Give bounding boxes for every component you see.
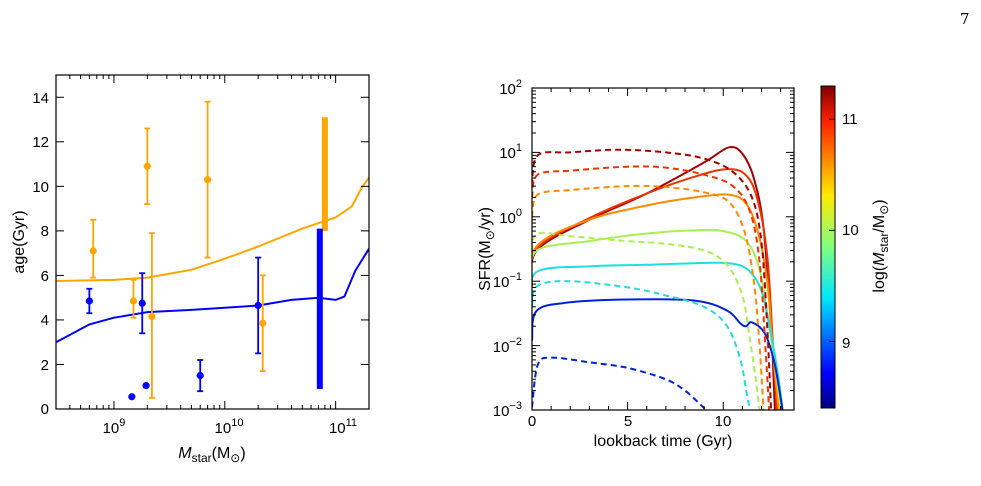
sfr-history-series bbox=[532, 145, 784, 410]
sfr-curve-solid bbox=[532, 228, 782, 410]
data-point-orange bbox=[143, 162, 151, 170]
data-point-orange bbox=[148, 312, 156, 321]
mass-age-series bbox=[56, 100, 369, 401]
colorbar: 9 10 11 log(Mstar/M⊙) bbox=[820, 85, 891, 409]
data-point-orange bbox=[89, 247, 97, 255]
right-x-tick-label: 5 bbox=[624, 413, 632, 430]
left-y-tick-label: 2 bbox=[41, 357, 49, 374]
data-point-blue bbox=[138, 299, 146, 307]
sfr-curve-solid bbox=[532, 145, 776, 410]
left-y-tick-label: 0 bbox=[41, 401, 49, 418]
right-x-tick-label: 10 bbox=[715, 413, 732, 430]
colorbar-title: log(Mstar/M⊙) bbox=[871, 199, 891, 292]
right-axes-frame bbox=[531, 87, 795, 411]
colorbar-tick-label: 9 bbox=[842, 335, 850, 352]
right-y-tick-label: 101 bbox=[499, 142, 522, 162]
page-number: 7 bbox=[960, 10, 970, 28]
sfr-curve-dashed bbox=[532, 231, 761, 410]
left-x-tick-label: 1011 bbox=[329, 417, 357, 437]
right-y-tick-label: 102 bbox=[499, 78, 522, 98]
sfr-curve-dashed bbox=[532, 356, 707, 410]
data-point-blue bbox=[196, 372, 204, 380]
sfr-curve-dashed bbox=[532, 184, 765, 410]
left-y-tick-label: 8 bbox=[41, 223, 49, 240]
left-y-axis-title: age(Gyr) bbox=[11, 210, 28, 273]
left-x-tick-label: 1010 bbox=[215, 417, 244, 437]
right-y-axis-title: SFR(M⊙/yr) bbox=[477, 207, 497, 291]
model-line-orange bbox=[56, 176, 369, 282]
data-point-blue bbox=[128, 393, 136, 401]
left-axes-ticks bbox=[55, 75, 370, 410]
right-x-axis-title: lookback time (Gyr) bbox=[594, 433, 733, 450]
colorbar-ticks bbox=[829, 118, 835, 342]
data-point-blue bbox=[142, 382, 150, 390]
data-point-orange bbox=[259, 319, 267, 327]
left-axes-frame bbox=[55, 74, 370, 410]
sfr-curve-solid bbox=[532, 261, 784, 410]
right-x-tick-labels: 0 5 10 bbox=[528, 413, 732, 430]
range-bar-blue bbox=[316, 228, 323, 389]
data-point-orange bbox=[204, 176, 212, 184]
data-point-blue bbox=[254, 301, 262, 310]
left-x-tick-label: 109 bbox=[103, 417, 126, 437]
left-y-tick-label: 10 bbox=[32, 179, 49, 196]
right-y-tick-labels: 10−3 10−2 10−1 100 101 102 bbox=[493, 78, 522, 420]
range-bar-orange bbox=[321, 117, 328, 231]
left-y-tick-label: 12 bbox=[32, 134, 49, 151]
right-y-tick-label: 10−3 bbox=[493, 400, 522, 420]
colorbar-tick-label: 11 bbox=[842, 111, 858, 128]
sfr-curve-solid bbox=[532, 298, 784, 410]
sfr-history-panel: 10−3 10−2 10−1 100 101 102 0 5 10 SFR(M⊙… bbox=[477, 78, 795, 450]
sfr-curve-dashed bbox=[532, 148, 773, 410]
right-y-tick-label: 10−2 bbox=[493, 336, 522, 356]
left-y-tick-label: 4 bbox=[41, 312, 49, 329]
right-axes-ticks bbox=[531, 87, 794, 411]
right-y-tick-label: 10−1 bbox=[493, 271, 522, 291]
sfr-curve-solid bbox=[532, 193, 780, 410]
data-point-blue bbox=[85, 297, 93, 305]
left-x-axis-title: Mstar(M⊙) bbox=[178, 445, 245, 465]
data-point-orange bbox=[129, 297, 138, 305]
sfr-curve-dashed bbox=[532, 165, 771, 410]
mass-age-panel: 0 2 4 6 8 10 12 14 109 1010 1011 age(Gyr… bbox=[11, 74, 370, 465]
colorbar-gradient bbox=[820, 85, 836, 409]
right-x-tick-label: 0 bbox=[528, 413, 536, 430]
left-y-tick-labels: 0 2 4 6 8 10 12 14 bbox=[32, 90, 49, 418]
sfr-curve-dashed bbox=[532, 280, 751, 410]
right-y-tick-label: 100 bbox=[499, 207, 522, 227]
left-x-tick-labels: 109 1010 1011 bbox=[103, 417, 357, 437]
colorbar-tick-label: 10 bbox=[842, 222, 859, 239]
left-y-tick-label: 6 bbox=[41, 268, 49, 285]
left-y-tick-label: 14 bbox=[32, 90, 49, 107]
